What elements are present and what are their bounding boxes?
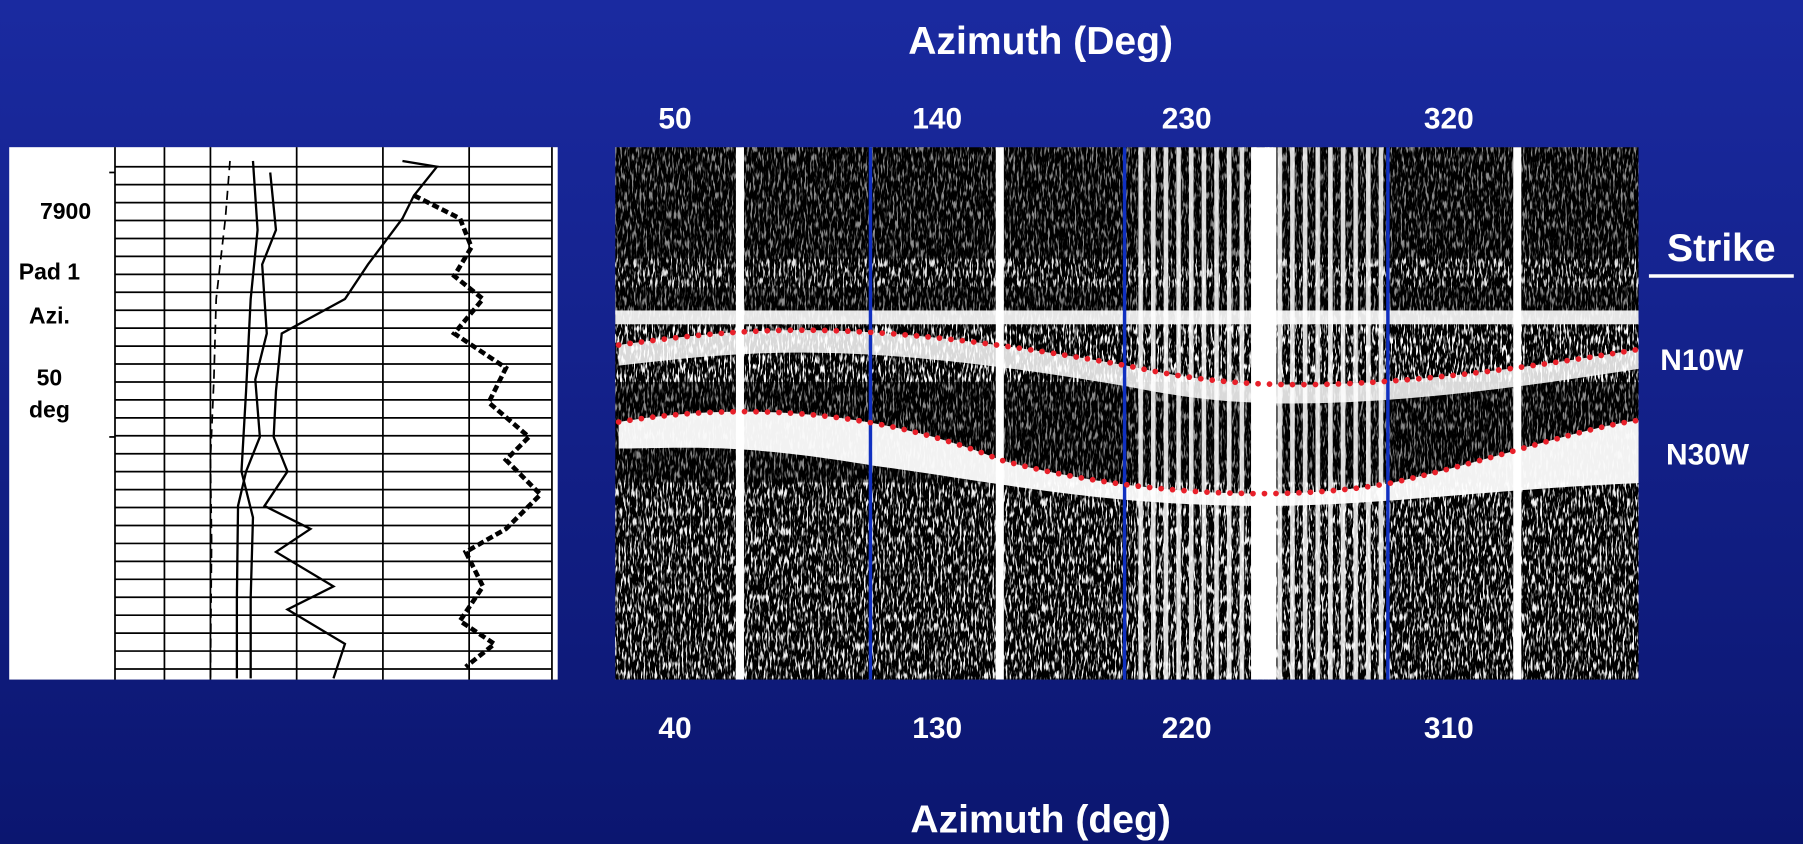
pad-gap (995, 147, 1004, 680)
image-log (615, 147, 1639, 680)
strike-heading: Strike (1667, 227, 1776, 270)
pad-gap (735, 147, 744, 680)
log-label: deg (29, 397, 70, 423)
top-labels: 50 140 230 320 (658, 103, 1473, 136)
azimuth-label: 40 (658, 712, 691, 745)
log-label: Pad 1 (19, 259, 81, 285)
azimuth-label: 230 (1162, 103, 1212, 136)
azimuth-label: 320 (1424, 103, 1474, 136)
strike-value: N30W (1666, 438, 1750, 471)
bottom-labels: 40 130 220 310 (658, 712, 1473, 745)
image-band (615, 310, 1639, 325)
log-label: 7900 (40, 198, 91, 224)
azimuth-label: 50 (658, 103, 691, 136)
azimuth-label: 130 (912, 712, 962, 745)
pad-gap (1251, 147, 1277, 680)
log-panel (9, 147, 558, 680)
log-curve (412, 193, 544, 669)
bottom-axis-title: Azimuth (deg) (910, 798, 1170, 841)
image-band (618, 411, 1639, 506)
log-curve (235, 172, 278, 679)
log-curve (209, 160, 231, 679)
image-texture (615, 482, 1639, 679)
pad-gap (1513, 147, 1522, 680)
azimuth-label: 140 (912, 103, 962, 136)
log-label: Azi. (29, 302, 70, 328)
log-curve (262, 159, 440, 679)
image-texture (615, 258, 1639, 288)
bedding-trace (615, 327, 1648, 388)
azimuth-label: 310 (1424, 712, 1474, 745)
log-curve (240, 160, 259, 679)
well-log: 7900 Pad 1 Azi. 50 deg (9, 147, 558, 680)
strike-value: N10W (1660, 344, 1744, 377)
log-label: 50 (37, 365, 63, 391)
log-grid (109, 147, 553, 680)
top-axis-title: Azimuth (Deg) (908, 20, 1173, 63)
azimuth-label: 220 (1162, 712, 1212, 745)
